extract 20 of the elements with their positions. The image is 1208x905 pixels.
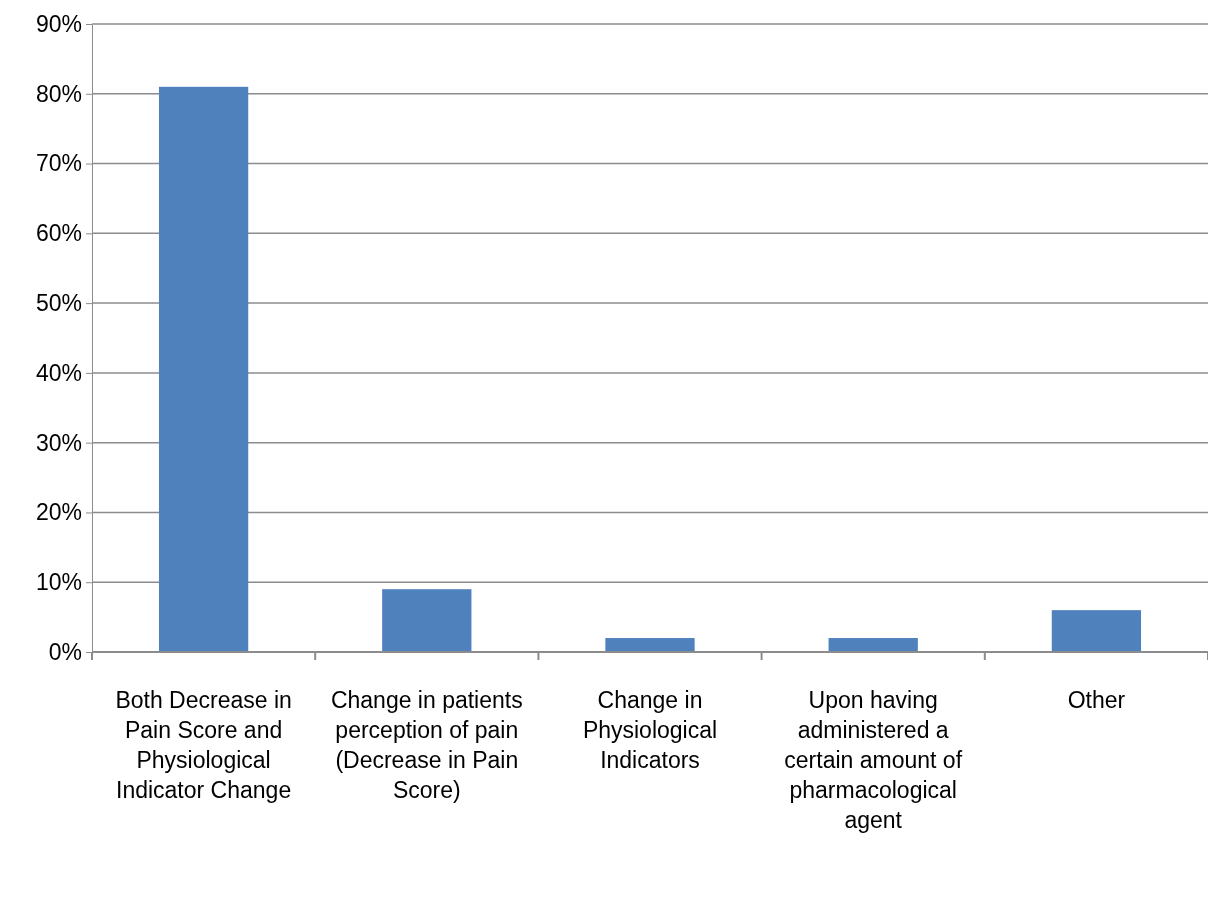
y-tick-label: 60% bbox=[35, 220, 82, 247]
y-tick-label: 50% bbox=[35, 289, 82, 316]
y-tick-label: 40% bbox=[35, 359, 82, 386]
x-tick-label: Change in Physiological Indicators bbox=[582, 687, 718, 773]
bar bbox=[605, 638, 695, 652]
bar bbox=[1051, 610, 1142, 652]
x-tick-label: Change in patients perception of pain (Decrease in Pain Score) bbox=[330, 687, 523, 803]
bar bbox=[158, 86, 249, 652]
x-tick-label: Other bbox=[1067, 687, 1126, 713]
y-tick-label: 70% bbox=[35, 150, 82, 177]
y-tick-label: 0% bbox=[48, 638, 82, 665]
y-tick-label: 80% bbox=[35, 80, 82, 107]
x-tick-label: Upon having administered a certain amount of pharmacological agent bbox=[784, 687, 963, 833]
bar bbox=[382, 589, 472, 652]
bar bbox=[828, 638, 918, 652]
y-tick-label: 20% bbox=[35, 499, 82, 526]
y-tick-label: 10% bbox=[35, 569, 82, 596]
y-tick-label: 30% bbox=[35, 429, 82, 456]
x-tick-label: Both Decrease in Pain Score and Physiological Indicator Change bbox=[115, 687, 292, 803]
y-tick-label: 90% bbox=[35, 10, 82, 37]
